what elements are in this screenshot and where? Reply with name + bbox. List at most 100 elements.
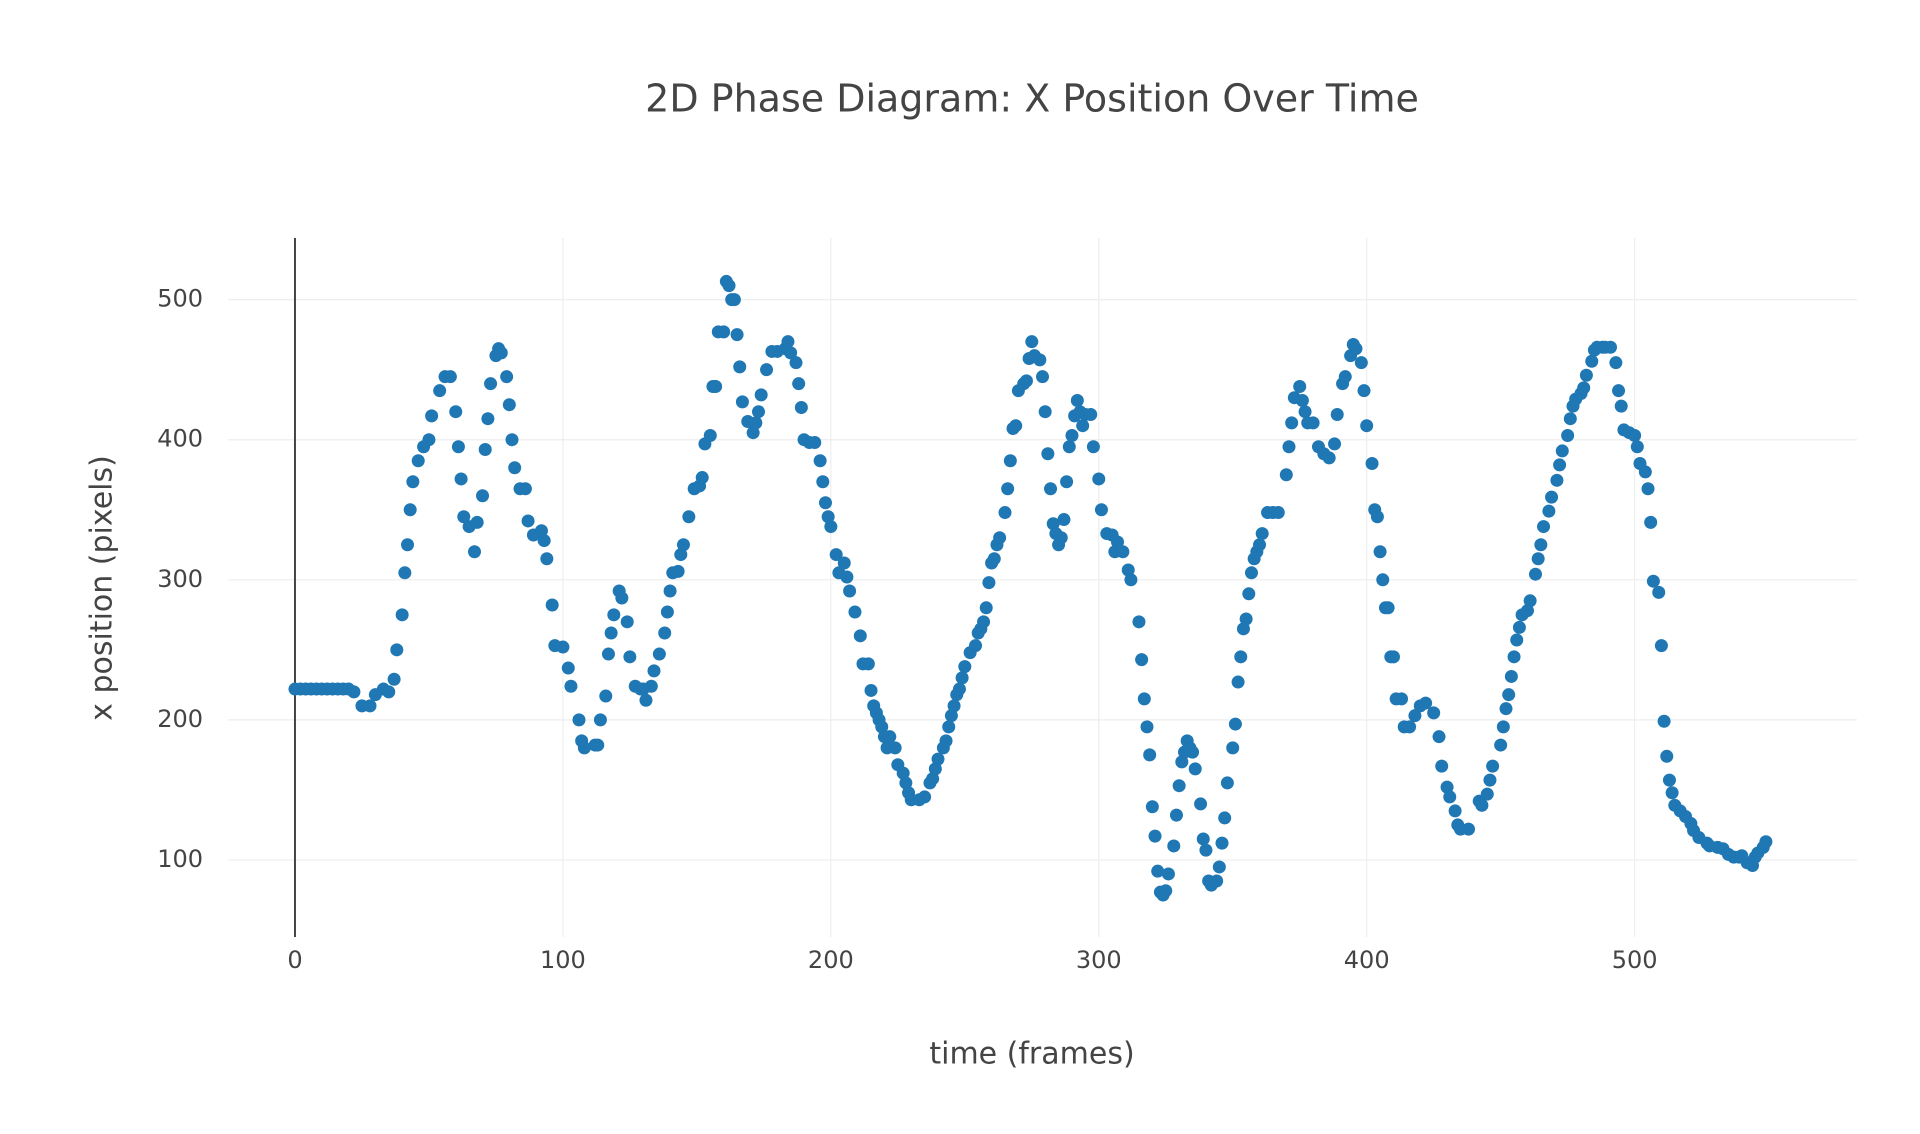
point bbox=[494, 346, 508, 360]
point bbox=[1218, 811, 1232, 825]
point bbox=[1630, 440, 1644, 454]
point bbox=[454, 472, 468, 486]
point bbox=[1365, 457, 1379, 471]
point bbox=[1060, 475, 1074, 489]
point bbox=[1555, 444, 1569, 458]
point bbox=[1226, 741, 1240, 755]
point bbox=[521, 514, 535, 528]
point bbox=[1124, 573, 1138, 587]
y-tick-label: 200 bbox=[157, 705, 203, 733]
point bbox=[425, 409, 439, 423]
point bbox=[508, 461, 522, 475]
point bbox=[411, 454, 425, 468]
point bbox=[1403, 720, 1417, 734]
point bbox=[1001, 482, 1015, 496]
point bbox=[422, 433, 436, 447]
point bbox=[1145, 800, 1159, 814]
point bbox=[816, 475, 830, 489]
point bbox=[1271, 506, 1285, 520]
x-axis-title: time (frames) bbox=[929, 1037, 1134, 1072]
point bbox=[1046, 517, 1060, 531]
point bbox=[1196, 832, 1210, 846]
point bbox=[808, 436, 822, 450]
point bbox=[722, 279, 736, 293]
point bbox=[1041, 447, 1055, 461]
point bbox=[883, 730, 897, 744]
point bbox=[1507, 650, 1521, 664]
point bbox=[947, 699, 961, 713]
point bbox=[1084, 408, 1098, 422]
point bbox=[1504, 669, 1518, 683]
point bbox=[1665, 786, 1679, 800]
point bbox=[1199, 843, 1213, 857]
point bbox=[853, 629, 867, 643]
point bbox=[1609, 356, 1623, 370]
point bbox=[1579, 368, 1593, 382]
point bbox=[1244, 566, 1258, 580]
point bbox=[952, 682, 966, 696]
point bbox=[537, 534, 551, 548]
x-tick-label: 300 bbox=[1076, 946, 1122, 974]
point bbox=[1531, 552, 1545, 566]
point bbox=[843, 584, 857, 598]
point bbox=[1386, 650, 1400, 664]
point bbox=[837, 556, 851, 570]
point bbox=[1563, 412, 1577, 426]
point bbox=[1092, 472, 1106, 486]
point bbox=[652, 647, 666, 661]
point bbox=[401, 538, 415, 552]
x-tick-label: 400 bbox=[1344, 946, 1390, 974]
point bbox=[1662, 773, 1676, 787]
point bbox=[451, 440, 465, 454]
point bbox=[1306, 416, 1320, 430]
x-tick-label: 0 bbox=[287, 946, 302, 974]
point bbox=[958, 660, 972, 674]
point bbox=[695, 471, 709, 485]
point bbox=[1033, 353, 1047, 367]
point bbox=[931, 752, 945, 766]
point bbox=[682, 510, 696, 524]
point bbox=[1044, 482, 1058, 496]
point bbox=[1159, 884, 1173, 898]
point bbox=[864, 683, 878, 697]
point bbox=[1086, 440, 1100, 454]
point bbox=[1462, 822, 1476, 836]
point bbox=[1234, 650, 1248, 664]
point bbox=[540, 552, 554, 566]
y-tick-label: 100 bbox=[157, 845, 203, 873]
point bbox=[671, 564, 685, 578]
point bbox=[1188, 762, 1202, 776]
point bbox=[1111, 535, 1125, 549]
point bbox=[1239, 612, 1253, 626]
point bbox=[979, 601, 993, 615]
point bbox=[749, 416, 763, 430]
point bbox=[1057, 513, 1071, 527]
point bbox=[899, 776, 913, 790]
point bbox=[467, 545, 481, 559]
point bbox=[717, 325, 731, 339]
point bbox=[1523, 594, 1537, 608]
point bbox=[1654, 639, 1668, 653]
point bbox=[561, 661, 575, 675]
y-tick-label: 400 bbox=[157, 425, 203, 453]
point bbox=[1652, 585, 1666, 599]
point bbox=[829, 548, 843, 562]
point bbox=[1076, 419, 1090, 433]
point bbox=[998, 506, 1012, 520]
point bbox=[888, 741, 902, 755]
point bbox=[1496, 720, 1510, 734]
point bbox=[939, 734, 953, 748]
point bbox=[1448, 804, 1462, 818]
point bbox=[398, 566, 412, 580]
point bbox=[1510, 633, 1524, 647]
point bbox=[824, 520, 838, 534]
point bbox=[1512, 620, 1526, 634]
point bbox=[1215, 836, 1229, 850]
point bbox=[1395, 692, 1409, 706]
point bbox=[1242, 587, 1256, 601]
point bbox=[470, 515, 484, 529]
point bbox=[709, 379, 723, 393]
point bbox=[620, 615, 634, 629]
point bbox=[1220, 776, 1234, 790]
